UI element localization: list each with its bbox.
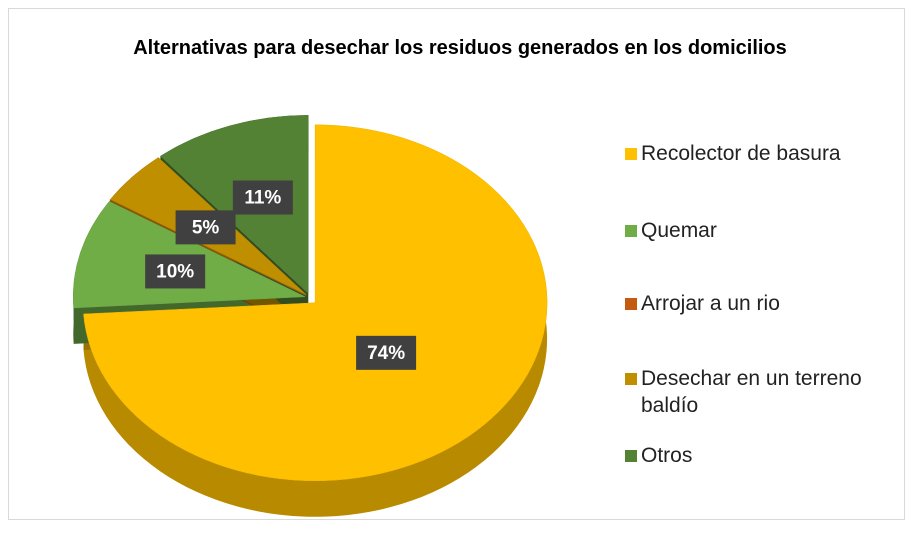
legend-swatch [625, 373, 637, 385]
legend-item: Desechar en un terreno baldío [625, 365, 891, 419]
data-label-box [145, 254, 206, 289]
legend-label: Recolector de basura [641, 142, 841, 165]
legend-swatch [625, 148, 637, 160]
legend-item: Quemar [625, 217, 891, 244]
data-label: 10% [156, 261, 194, 282]
data-label-box [232, 180, 293, 215]
legend-item: Arrojar a un rio [625, 290, 891, 317]
data-label: 74% [367, 343, 405, 364]
legend-swatch [625, 298, 637, 310]
chart-title: Alternativas para desechar los residuos … [133, 37, 787, 59]
legend-label: Quemar [641, 219, 717, 242]
data-label-box [356, 335, 417, 370]
legend-label: Desechar en un terreno baldío [641, 367, 862, 417]
legend-swatch [625, 225, 637, 237]
data-label-box [175, 210, 236, 245]
legend-label: Arrojar a un rio [641, 292, 780, 315]
legend-item: Recolector de basura [625, 140, 891, 167]
legend-item: Otros [625, 442, 891, 469]
legend-label: Otros [641, 444, 693, 467]
legend-swatch [625, 450, 637, 462]
data-label: 11% [244, 188, 281, 209]
data-labels: 74% 10% 5% 11% [145, 180, 417, 370]
data-label: 5% [192, 217, 220, 238]
slice [83, 124, 548, 481]
